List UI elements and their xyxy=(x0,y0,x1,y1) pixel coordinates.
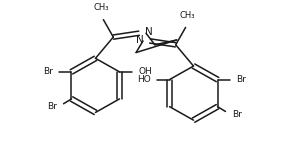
Text: CH₃: CH₃ xyxy=(180,11,195,20)
Text: CH₃: CH₃ xyxy=(94,3,109,12)
Text: Br: Br xyxy=(43,67,53,76)
Text: Br: Br xyxy=(236,75,246,84)
Text: Br: Br xyxy=(232,110,242,119)
Text: HO: HO xyxy=(137,75,151,84)
Text: N: N xyxy=(145,27,153,37)
Text: Br: Br xyxy=(47,102,57,111)
Text: OH: OH xyxy=(138,67,152,76)
Text: N: N xyxy=(136,35,144,45)
